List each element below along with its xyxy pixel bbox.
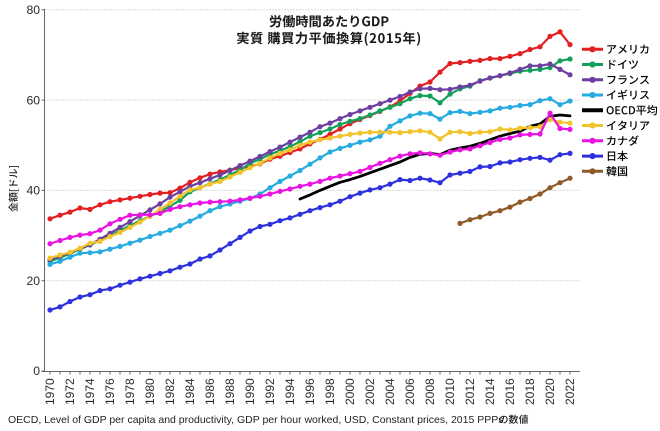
svg-text:2012: 2012	[463, 378, 477, 405]
svg-text:2022: 2022	[563, 378, 577, 405]
svg-text:1990: 1990	[243, 378, 257, 405]
svg-text:1996: 1996	[303, 378, 317, 405]
svg-text:1998: 1998	[323, 378, 337, 405]
svg-text:1970: 1970	[43, 378, 57, 405]
svg-text:1974: 1974	[83, 378, 97, 405]
svg-text:40: 40	[26, 184, 40, 198]
svg-text:1986: 1986	[203, 378, 217, 405]
svg-text:60: 60	[26, 93, 40, 107]
svg-text:OECD, Level of GDP per capita: OECD, Level of GDP per capita and produc…	[8, 414, 503, 426]
svg-text:1984: 1984	[183, 378, 197, 405]
svg-text:1980: 1980	[143, 378, 157, 405]
svg-text:0: 0	[33, 364, 40, 378]
svg-text:20: 20	[26, 274, 40, 288]
svg-text:1972: 1972	[63, 378, 77, 405]
svg-text:2008: 2008	[423, 378, 437, 405]
svg-text:1978: 1978	[123, 378, 137, 405]
svg-text:1982: 1982	[163, 378, 177, 405]
svg-text:2004: 2004	[383, 378, 397, 405]
svg-text:2016: 2016	[503, 378, 517, 405]
svg-text:1994: 1994	[283, 378, 297, 405]
svg-text:1976: 1976	[103, 378, 117, 405]
svg-text:2010: 2010	[443, 378, 457, 405]
svg-text:1988: 1988	[223, 378, 237, 405]
svg-text:2018: 2018	[523, 378, 537, 405]
svg-text:2002: 2002	[363, 378, 377, 405]
svg-text:1992: 1992	[263, 378, 277, 405]
svg-text:2020: 2020	[543, 378, 557, 405]
svg-text:2000: 2000	[343, 378, 357, 405]
svg-text:80: 80	[26, 3, 40, 17]
svg-text:2014: 2014	[483, 378, 497, 405]
svg-text:2006: 2006	[403, 378, 417, 405]
